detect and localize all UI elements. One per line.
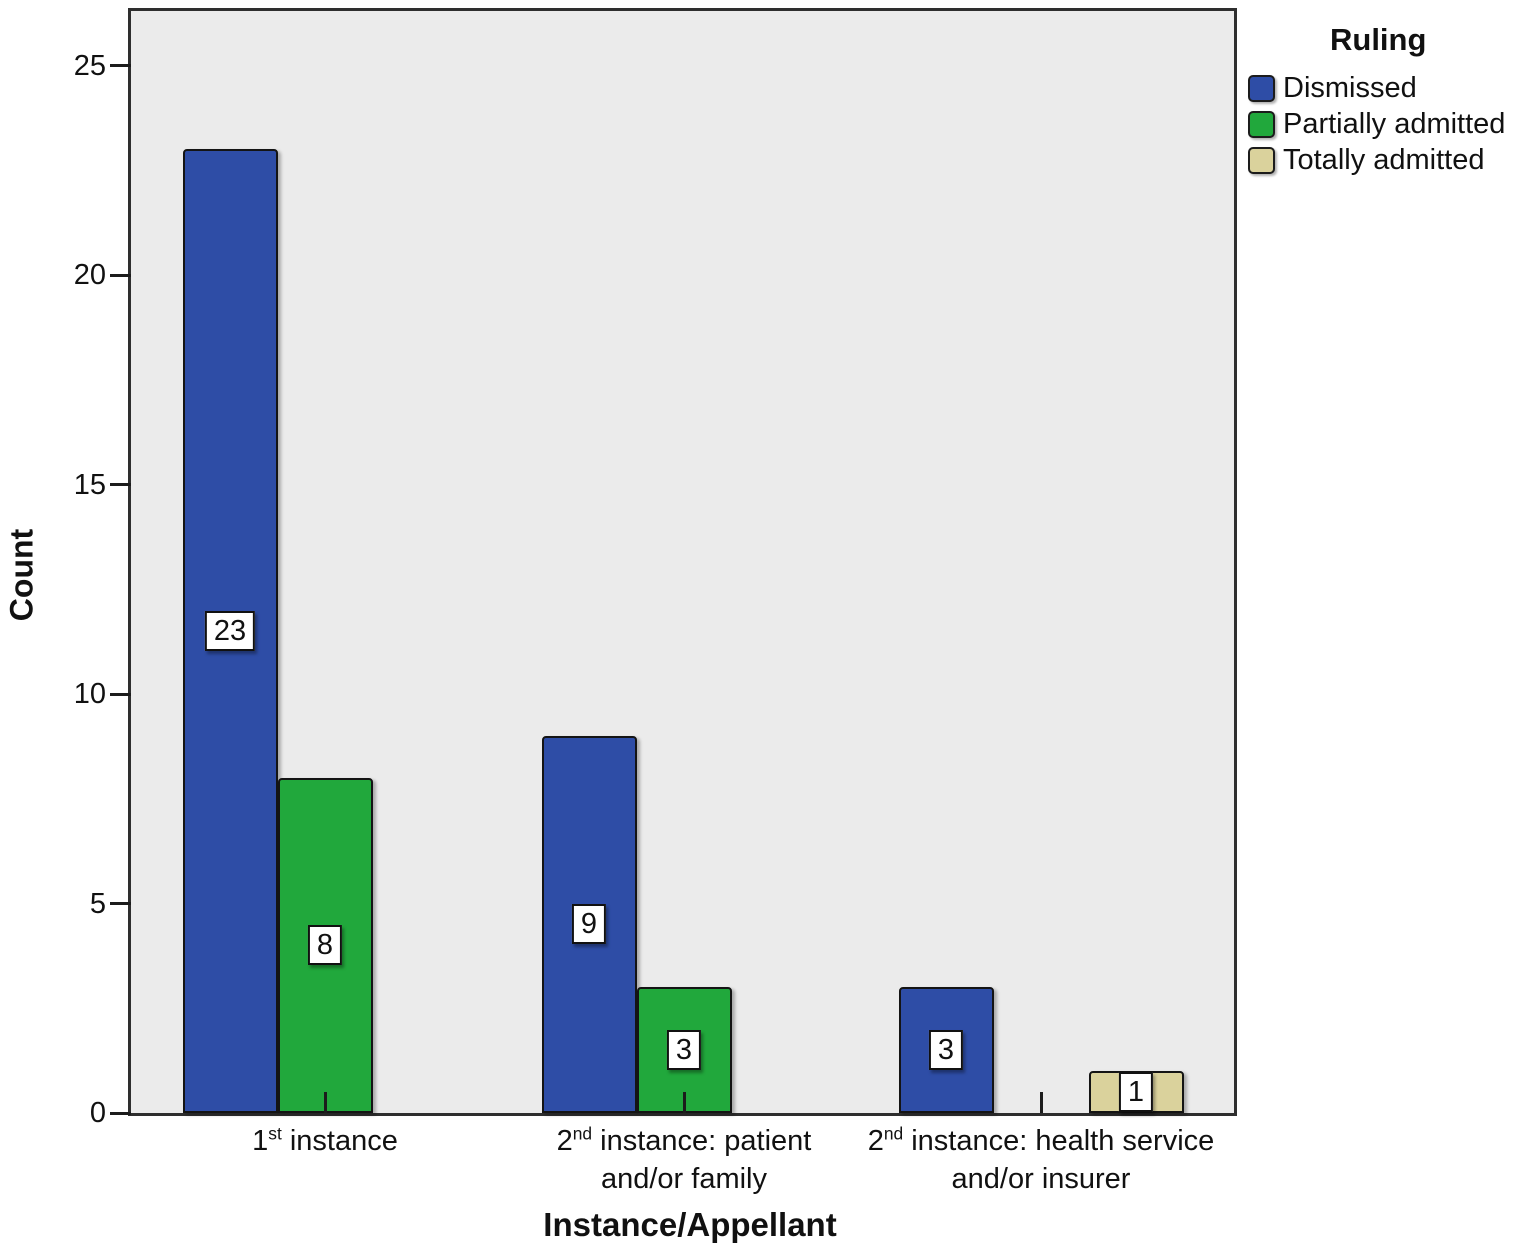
bar-value-label: 1 [1118,1072,1154,1113]
legend-item: Totally admitted [1248,143,1535,176]
y-axis-title: Count [3,528,40,622]
y-axis-tick-label: 0 [89,1097,106,1129]
x-axis-tick [682,1092,686,1113]
legend-item-label: Dismissed [1283,71,1417,104]
y-axis-tick-label: 20 [73,259,106,291]
legend-item-label: Partially admitted [1283,107,1506,140]
y-axis-tick [110,483,131,486]
x-axis-tick [1039,1092,1043,1113]
legend: Ruling Dismissed Partially admitted Totall… [1248,22,1535,182]
y-axis-tick-label: 15 [73,468,106,501]
bar-value-label: 8 [307,925,343,966]
bar-value-label: 23 [204,611,256,652]
x-axis-title: Instance/Appellant [543,1206,837,1243]
legend-item: Dismissed [1248,71,1535,104]
bar-value-label: 3 [928,1030,964,1071]
y-axis-tick-label: 10 [73,678,106,710]
legend-item: Partially admitted [1248,107,1535,140]
legend-swatch-icon [1248,146,1275,174]
y-axis-tick [110,1111,131,1115]
y-axis-tick [110,902,131,905]
legend-item-label: Totally admitted [1283,143,1485,176]
category-label: 1st instance [252,1123,398,1157]
y-axis-tick-label: 25 [73,49,106,82]
bar-value-label: 9 [571,904,607,945]
y-axis-tick [110,692,131,696]
legend-swatch-icon [1248,74,1275,102]
category-label: 2nd instance: patient and/or family [556,1123,812,1195]
y-axis-tick [110,64,131,67]
category-label: 2nd instance: health service and/or insur… [867,1123,1215,1195]
y-axis-tick-label: 5 [89,887,106,920]
legend-swatch-icon [1248,110,1275,138]
legend-title: Ruling [1330,22,1427,57]
bar-value-label: 3 [666,1030,702,1071]
y-axis-tick [110,273,131,277]
legend-items: Dismissed Partially admitted Totally admit… [1248,71,1535,176]
x-axis-tick [323,1092,327,1113]
